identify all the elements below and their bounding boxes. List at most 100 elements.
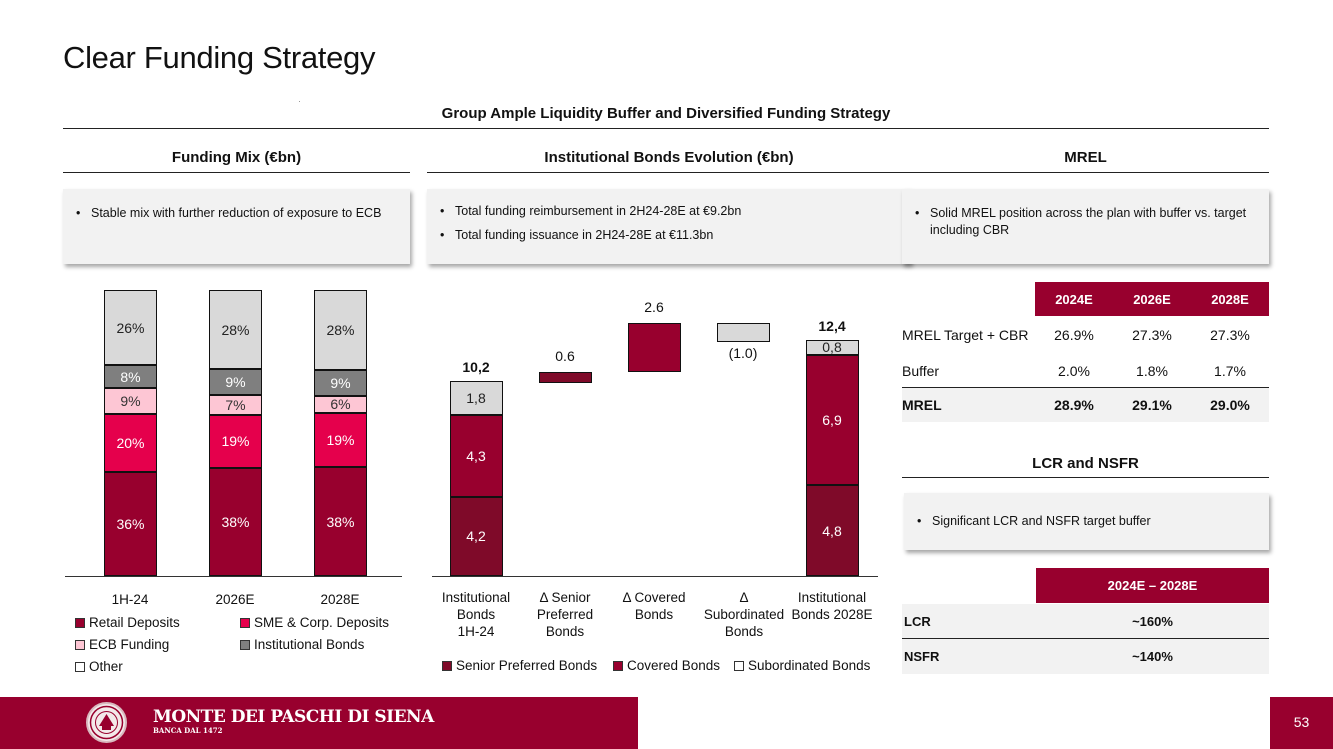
- legend-swatch: [442, 660, 452, 671]
- mrel-table: 2024E 2026E 2028E MREL Target + CBR 26.9…: [902, 282, 1269, 422]
- waterfall-total-label: 10,2: [462, 359, 490, 376]
- waterfall-total-label: 12,4: [818, 317, 846, 334]
- fm-cat-label: 2028E: [320, 592, 360, 607]
- mrel-header-bg: [1035, 282, 1269, 316]
- cat-line: Bonds: [545, 624, 585, 639]
- mrel-total-bg: [902, 388, 1269, 422]
- mrel-col-header: 2028E: [1211, 291, 1249, 307]
- legend-swatch: [240, 639, 250, 650]
- cat-line: Preferred: [536, 607, 594, 622]
- waterfall-delta-bar: [627, 322, 681, 372]
- bullet-item: Total funding issuance in 2H24-28E at €1…: [440, 227, 895, 244]
- cat-line: Δ: [739, 590, 749, 605]
- bonds-bullets: Total funding reimbursement in 2H24-28E …: [427, 189, 911, 264]
- legend-senior: Senior Preferred Bonds: [442, 658, 597, 673]
- mrel-cell: 26.9%: [1054, 327, 1094, 343]
- waterfall-stack-seg: 4,2: [449, 496, 503, 576]
- other-seg: 28%: [209, 290, 262, 370]
- fm-cat-label: 1H-24: [111, 592, 149, 607]
- legend-swatch: [75, 617, 85, 628]
- mrel-cell: 29.0%: [1210, 397, 1250, 413]
- funding-mix-chart: 36% 20% 9% 8% 26% 38% 19% 7% 9% 28% 38% 19% 6% 9% 28%: [63, 280, 410, 580]
- bonds-cat-label: Institutional Bonds 1H-24: [433, 589, 519, 640]
- bullet-item: Solid MREL position across the plan with…: [915, 205, 1253, 239]
- main-divider: [63, 128, 1269, 129]
- mrel-title: MREL: [1064, 149, 1107, 166]
- lcr-cell: ~140%: [1132, 649, 1173, 664]
- mrel-bullets: Solid MREL position across the plan with…: [902, 189, 1269, 264]
- seal-emblem-icon: [89, 705, 124, 740]
- waterfall-stack-seg: 1,8: [449, 381, 503, 416]
- mrel-row-label: Buffer: [902, 363, 940, 379]
- cat-line: Bonds: [724, 624, 764, 639]
- legend-swatch: [613, 660, 623, 671]
- page-number-bar: 53: [1270, 697, 1333, 749]
- title-dot: [299, 101, 300, 102]
- bonds-title: Institutional Bonds Evolution (€bn): [544, 149, 794, 166]
- main-heading: Group Ample Liquidity Buffer and Diversi…: [441, 105, 891, 122]
- mrel-total-rule: [902, 387, 1269, 388]
- legend-label: Senior Preferred Bonds: [456, 658, 598, 673]
- bonds-rule: [427, 172, 911, 173]
- cat-line: Institutional: [797, 590, 867, 605]
- institutional-bonds-seg: 8%: [104, 365, 157, 389]
- legend-swatch: [240, 617, 250, 628]
- legend-label: Covered Bonds: [627, 658, 721, 673]
- sme-deposits-seg: 20%: [104, 414, 157, 472]
- lcr-row-label: LCR: [904, 613, 931, 629]
- lcr-rule: [902, 477, 1269, 478]
- bonds-chart: 4,2 4,3 1,8 10,2 0.6 2.6 (1.0) 4,8 6,9 0,8 12,4: [427, 290, 877, 580]
- other-seg: 26%: [104, 290, 157, 366]
- footer-bar: MONTE DEI PASCHI DI SIENA BANCA DAL 1472: [0, 697, 638, 749]
- retail-deposits-seg: 38%: [314, 467, 367, 576]
- bonds-cat-label: Institutional Bonds 2028E: [788, 589, 876, 623]
- cat-line: Institutional: [441, 590, 511, 605]
- waterfall-stack-seg: 4,8: [805, 485, 859, 576]
- bonds-axis: [432, 576, 878, 577]
- cat-line: Δ Senior: [539, 590, 591, 605]
- mrel-col-header: 2024E: [1055, 291, 1093, 307]
- bonds-cat-label: Δ Covered Bonds: [611, 589, 697, 623]
- page-number: 53: [1293, 714, 1310, 730]
- sme-deposits-seg: 19%: [209, 414, 262, 469]
- institutional-bonds-seg: 9%: [209, 369, 262, 395]
- funding-mix-title: Funding Mix (€bn): [171, 149, 302, 166]
- ecb-funding-seg: 7%: [209, 394, 262, 415]
- lcr-bullets: Significant LCR and NSFR target buffer: [904, 493, 1269, 550]
- sme-deposits-seg: 19%: [314, 413, 367, 468]
- mrel-cell: 1.7%: [1214, 363, 1246, 379]
- lcr-row-label: NSFR: [904, 649, 940, 664]
- ecb-funding-seg: 6%: [314, 395, 367, 413]
- waterfall-delta-bar: [716, 322, 770, 342]
- waterfall-delta-label: 0.6: [555, 347, 575, 364]
- mrel-cell: 2.0%: [1058, 363, 1090, 379]
- bonds-cat-label: Δ Senior Preferred Bonds: [522, 589, 608, 640]
- bank-sub: BANCA DAL 1472: [153, 726, 223, 735]
- bonds-cat-label: Δ Subordinated Bonds: [699, 589, 789, 640]
- cat-line: Bonds: [634, 607, 674, 622]
- mrel-cell: 28.9%: [1054, 397, 1094, 413]
- legend-swatch: [75, 661, 85, 672]
- legend-label: Subordinated Bonds: [748, 658, 871, 673]
- legend-sme: SME & Corp. Deposits: [240, 615, 389, 630]
- cat-line: Bonds: [456, 607, 496, 622]
- legend-label: Institutional Bonds: [254, 637, 365, 652]
- lcr-row-bg: [902, 639, 1269, 674]
- mrel-cell: 27.3%: [1132, 327, 1172, 343]
- mrel-col-header: 2026E: [1133, 291, 1171, 307]
- ecb-funding-seg: 9%: [104, 388, 157, 415]
- funding-mix-bars: 36% 20% 9% 8% 26% 38% 19% 7% 9% 28% 38% 19% 6% 9% 28%: [63, 280, 410, 580]
- waterfall-stack-seg: 0,8: [805, 339, 859, 355]
- legend-retail: Retail Deposits: [75, 615, 180, 630]
- other-seg: 28%: [314, 290, 367, 371]
- lcr-title: LCR and NSFR: [1032, 455, 1139, 472]
- waterfall-delta-label: (1.0): [728, 344, 758, 361]
- cat-line: Bonds 2028E: [791, 607, 873, 622]
- lcr-table: 2024E – 2028E LCR ~160% NSFR ~140%: [902, 568, 1269, 674]
- mrel-cell: 1.8%: [1136, 363, 1168, 379]
- funding-mix-rule: [63, 172, 410, 173]
- legend-label: SME & Corp. Deposits: [254, 615, 390, 630]
- fm-cat-label: 2026E: [215, 592, 255, 607]
- lcr-col-header: 2024E – 2028E: [1036, 568, 1269, 603]
- cat-line: Δ Covered: [622, 590, 686, 605]
